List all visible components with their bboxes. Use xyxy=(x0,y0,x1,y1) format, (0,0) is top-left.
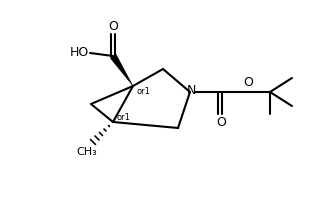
Text: O: O xyxy=(243,76,253,90)
Text: CH₃: CH₃ xyxy=(77,147,97,157)
Text: or1: or1 xyxy=(136,86,150,95)
Text: N: N xyxy=(186,84,196,98)
Text: HO: HO xyxy=(69,47,89,60)
Polygon shape xyxy=(110,54,133,86)
Text: or1: or1 xyxy=(116,112,130,122)
Text: O: O xyxy=(216,115,226,129)
Text: O: O xyxy=(108,20,118,32)
